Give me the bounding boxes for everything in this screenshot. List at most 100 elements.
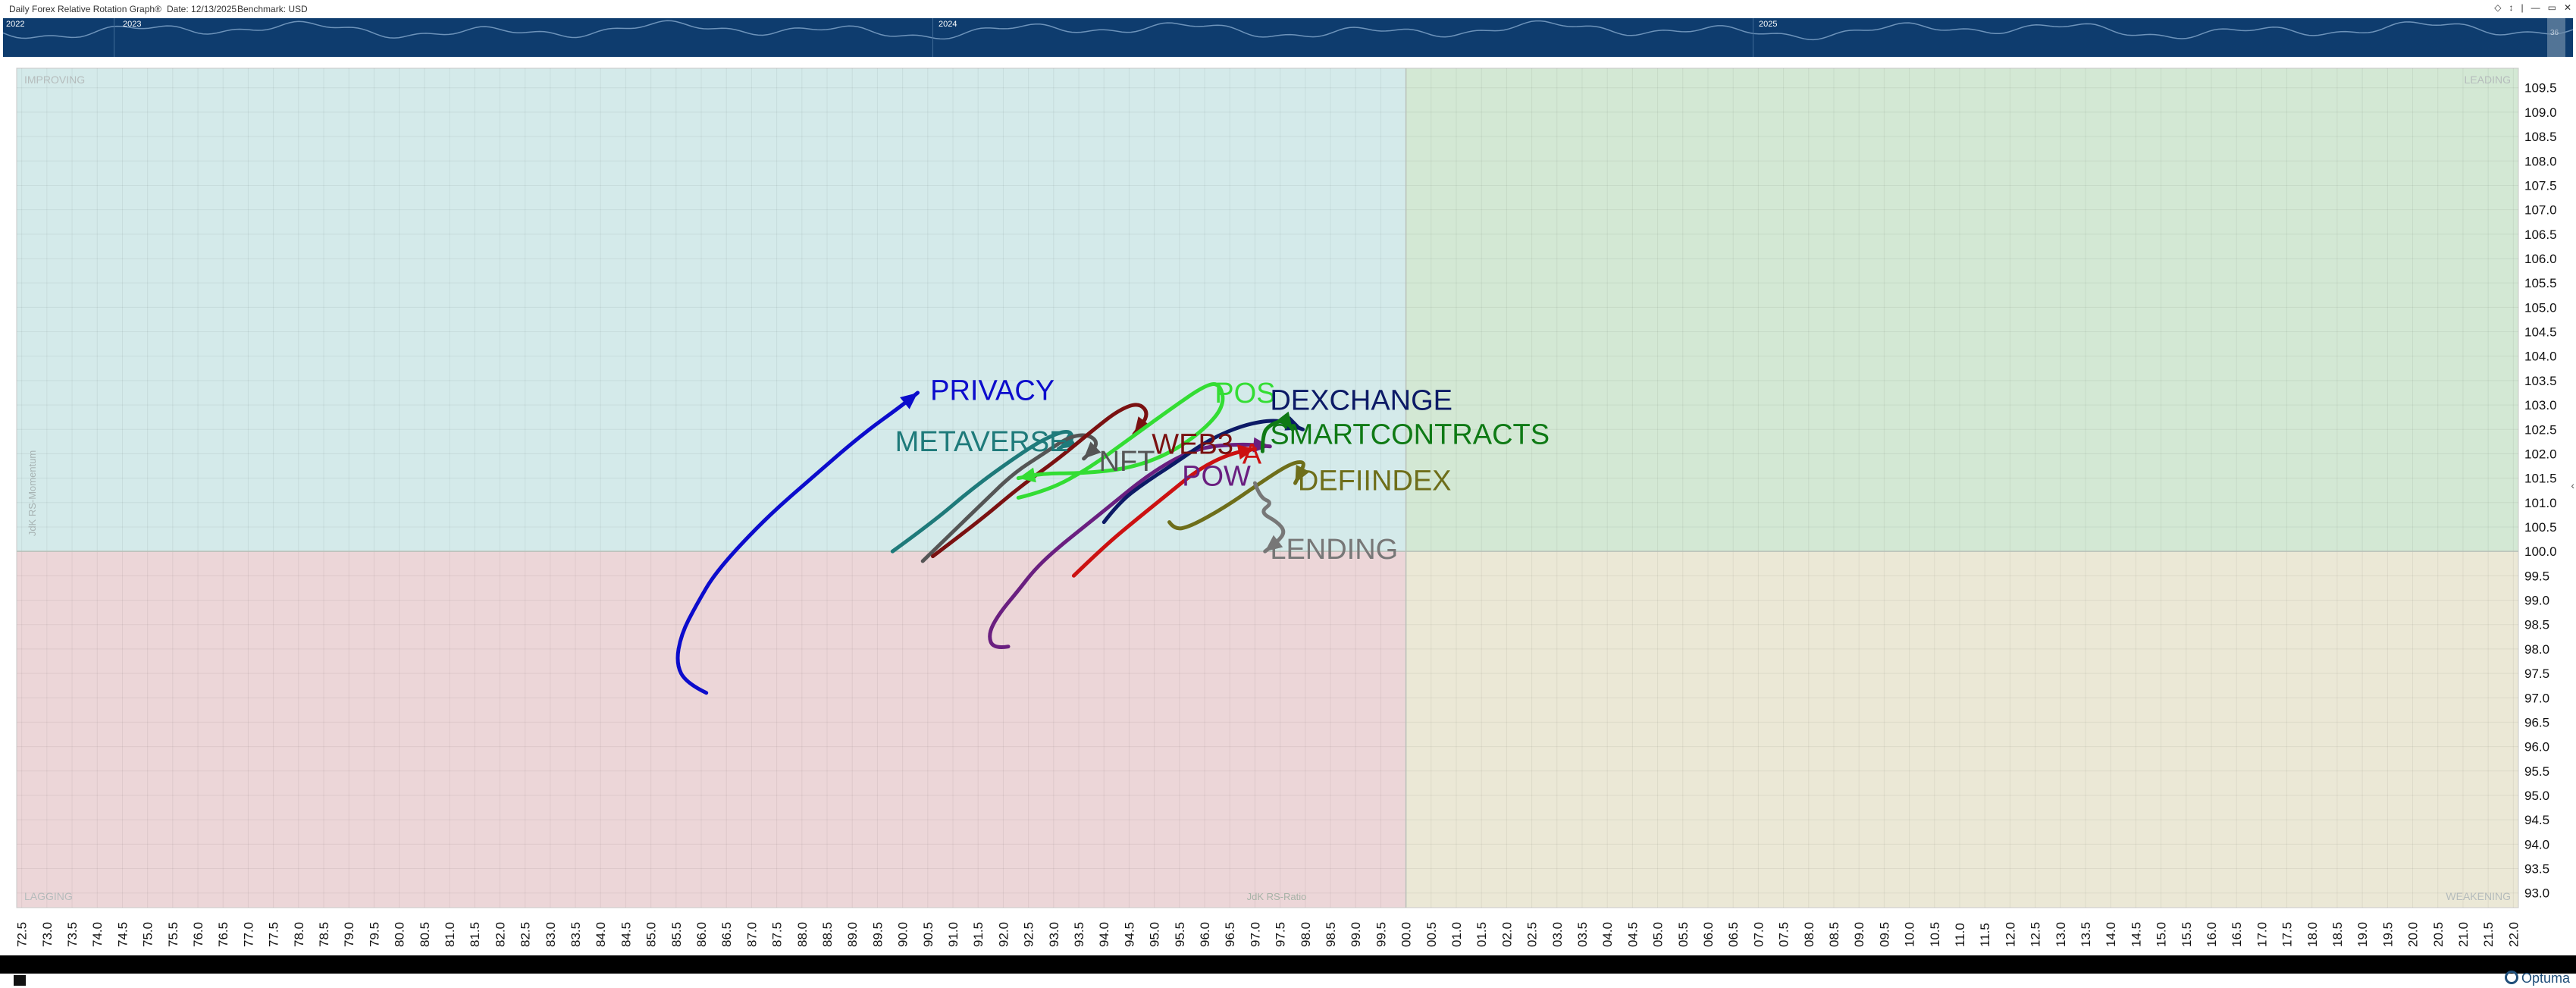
arrowhead-web3	[1134, 416, 1151, 434]
x-tick-label: 03.5	[1575, 922, 1590, 947]
y-tick-label: 97.0	[2524, 691, 2549, 705]
x-tick-label: 93.5	[1072, 922, 1086, 947]
y-tick-label: 101.5	[2524, 472, 2557, 486]
x-tick-label: 06.0	[1701, 922, 1716, 947]
quadrant-lagging	[17, 551, 1406, 908]
y-tick-label: 100.5	[2524, 520, 2557, 535]
x-tick-label: 15.5	[2180, 922, 2194, 947]
tail-nft	[920, 433, 1098, 563]
y-tick-label: 93.0	[2524, 886, 2549, 901]
x-tick-label: 00.5	[1424, 922, 1439, 947]
axes: 72.5 73.0 73.5 74.0 74.5 75.0 75.5 76.0 76.5 77.0…	[15, 81, 2557, 947]
x-tick-label: 75.5	[166, 922, 180, 947]
series-tails	[675, 382, 1310, 695]
x-tick-label: 79.5	[367, 922, 381, 947]
minimize-icon[interactable]: —	[2531, 2, 2540, 13]
close-icon[interactable]: ✕	[2563, 2, 2571, 13]
series-label-pos: POS	[1214, 378, 1275, 409]
timeline-year-label: 2025	[1759, 20, 1778, 29]
x-tick-label: 19.5	[2380, 922, 2395, 947]
y-tick-label: 103.5	[2524, 374, 2557, 388]
x-tick-label: 92.0	[996, 922, 1011, 947]
y-tick-label: 95.5	[2524, 764, 2549, 779]
collapse-panel-icon[interactable]: ‹	[2571, 479, 2574, 491]
x-tick-label: 94.0	[1097, 922, 1111, 947]
arrowhead-a	[1236, 444, 1255, 459]
app-title: Daily Forex Relative Rotation Graph®	[9, 4, 161, 14]
x-tick-label: 17.5	[2280, 922, 2295, 947]
x-tick-label: 76.0	[191, 922, 205, 947]
x-tick-label: 86.5	[719, 922, 734, 947]
x-tick-label: 20.0	[2406, 922, 2421, 947]
y-axis-title: JdK RS-Momentum	[27, 450, 38, 536]
x-tick-label: 02.0	[1500, 922, 1514, 947]
x-tick-label: 18.5	[2330, 922, 2345, 947]
x-tick-label: 96.0	[1198, 922, 1212, 947]
maximize-icon[interactable]: ▭	[2547, 2, 2556, 13]
series-label-lending: LENDING	[1270, 534, 1398, 566]
rrg-chart: IMPROVING LEADING LAGGING WEAKENING PRIVACY…	[15, 67, 2557, 947]
x-tick-label: 77.5	[267, 922, 281, 947]
quadrant-improving	[17, 68, 1406, 552]
timeline-year-label: 2022	[6, 20, 25, 29]
y-tick-label: 96.0	[2524, 740, 2549, 754]
x-tick-label: 12.0	[2003, 922, 2017, 947]
resize-icon[interactable]: ↕	[2509, 2, 2514, 13]
brand-logo: Optuma	[2504, 971, 2570, 986]
x-tick-label: 87.5	[770, 922, 785, 947]
x-tick-label: 78.0	[292, 922, 306, 947]
quadrant-label: WEAKENING	[2446, 890, 2511, 902]
x-tick-label: 87.0	[744, 922, 759, 947]
status-button[interactable]	[14, 975, 26, 986]
quadrant-label: LEADING	[2465, 74, 2511, 86]
x-tick-label: 16.0	[2205, 922, 2219, 947]
x-tick-label: 95.5	[1173, 922, 1187, 947]
tail-pos	[1016, 382, 1225, 500]
x-tick-label: 83.0	[544, 922, 558, 947]
x-tick-label: 05.0	[1651, 922, 1666, 947]
timeline-navigator[interactable]: 2022 2023 2024 2025 36	[3, 18, 2573, 57]
tail-lending	[1252, 481, 1286, 554]
y-tick-label: 108.0	[2524, 154, 2557, 168]
x-tick-label: 96.5	[1223, 922, 1237, 947]
x-tick-label: 89.5	[870, 922, 885, 947]
x-tick-label: 84.0	[594, 922, 608, 947]
x-tick-label: 14.5	[2129, 922, 2143, 947]
x-tick-label: 09.5	[1877, 922, 1891, 947]
y-tick-label: 96.5	[2524, 715, 2549, 729]
x-tick-label: 21.0	[2456, 922, 2471, 947]
arrowhead-pos	[1018, 467, 1036, 483]
y-tick-label: 94.5	[2524, 813, 2549, 827]
y-tick-label: 102.0	[2524, 447, 2557, 461]
x-tick-label: 77.0	[241, 922, 255, 947]
y-tick-label: 109.0	[2524, 105, 2557, 120]
diamond-icon[interactable]: ◇	[2494, 2, 2502, 13]
x-tick-label: 09.0	[1852, 922, 1866, 947]
x-tick-label: 08.5	[1827, 922, 1841, 947]
x-tick-label: 04.0	[1600, 922, 1615, 947]
y-tick-label: 102.5	[2524, 422, 2557, 437]
x-tick-label: 14.0	[2104, 922, 2118, 947]
x-tick-label: 97.5	[1274, 922, 1288, 947]
x-tick-label: 74.5	[115, 922, 130, 947]
x-tick-label: 83.5	[569, 922, 583, 947]
timeline-waveform	[3, 20, 2573, 41]
y-tick-label: 104.5	[2524, 325, 2557, 340]
x-tick-label: 06.5	[1726, 922, 1741, 947]
series-label-privacy: PRIVACY	[930, 375, 1055, 407]
quadrant-backgrounds: IMPROVING LEADING LAGGING WEAKENING	[16, 67, 2519, 908]
x-tick-label: 94.5	[1122, 922, 1136, 947]
x-tick-label: 74.0	[90, 922, 105, 947]
timeline-year-tick	[932, 18, 933, 57]
y-tick-label: 109.5	[2524, 81, 2557, 96]
y-tick-label: 107.5	[2524, 178, 2557, 193]
y-tick-label: 94.0	[2524, 837, 2549, 852]
x-tick-label: 93.0	[1047, 922, 1061, 947]
x-tick-label: 97.0	[1248, 922, 1262, 947]
x-tick-label: 72.5	[15, 922, 30, 947]
series-label-metaverse: METAVERSE	[895, 426, 1069, 458]
arrowhead-smartcontracts	[1276, 411, 1293, 430]
timeline-range-handle[interactable]: 36	[2547, 18, 2565, 57]
timeline-year-label: 2024	[939, 20, 957, 29]
